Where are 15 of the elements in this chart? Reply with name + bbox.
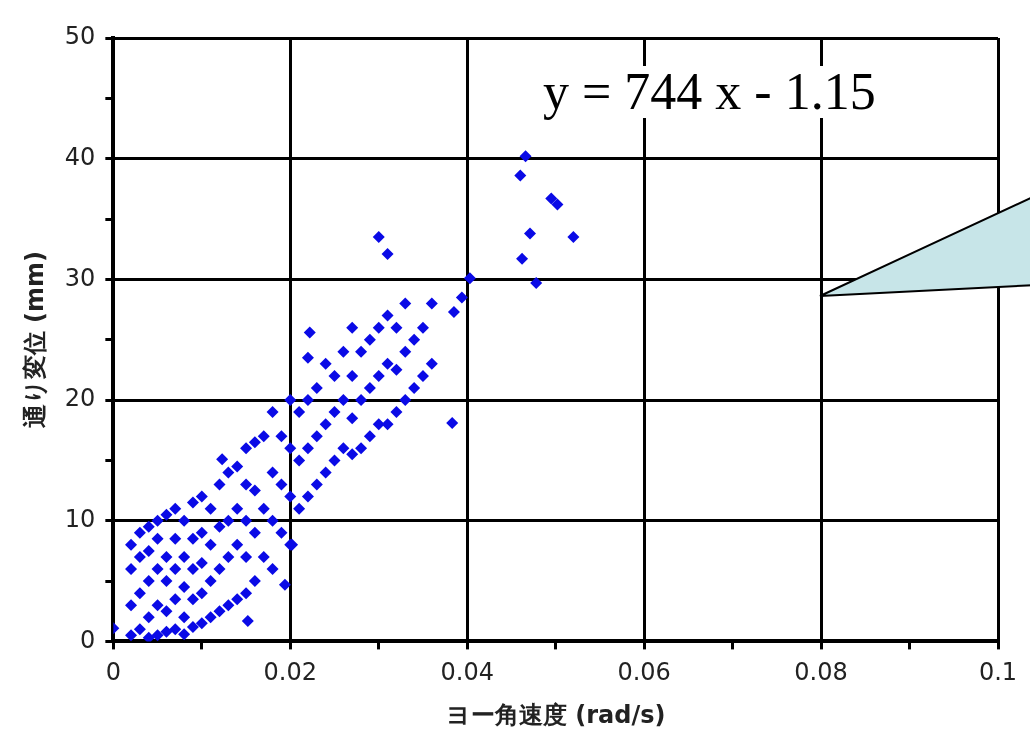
- annotation: y = 744 x - 1.15: [543, 63, 876, 120]
- x-tick-label: 0.08: [794, 658, 848, 687]
- x-tick-label: 0.02: [263, 658, 317, 687]
- x-tick-label: 0.1: [978, 658, 1018, 687]
- y-tick-label: 50: [64, 22, 96, 51]
- y-tick-label: 20: [64, 384, 96, 413]
- x-tick-label: 0.06: [617, 658, 671, 687]
- y-tick-label: 30: [64, 263, 96, 292]
- y-axis-title: 通り変位 (mm): [20, 251, 49, 430]
- y-tick-label: 40: [64, 142, 96, 171]
- x-tick-label: 0: [105, 658, 121, 687]
- y-tick-label: 0: [80, 625, 96, 654]
- x-axis-title: ヨー角速度 (rad/s): [445, 700, 666, 729]
- y-tick-label: 10: [64, 504, 96, 533]
- x-tick-label: 0.04: [440, 658, 494, 687]
